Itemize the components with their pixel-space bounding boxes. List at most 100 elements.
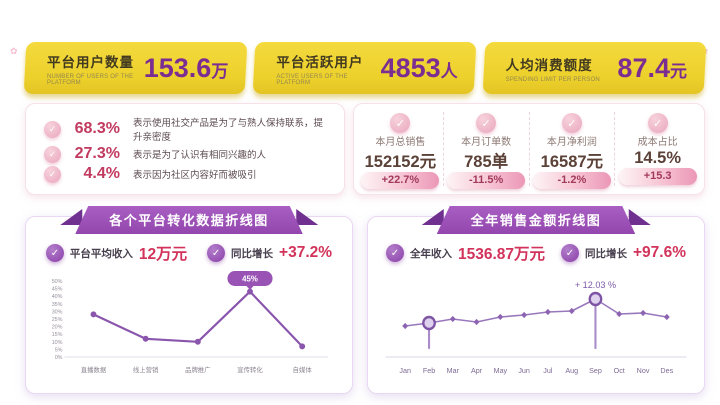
kpi-card-content: 人均消费额度 SPENDING LIMIT PER PERSON 87.4元 bbox=[484, 42, 705, 94]
svg-text:May: May bbox=[494, 366, 508, 375]
chart-stat-label: 全年收入 bbox=[409, 247, 452, 260]
kpi-title: 人均消费额度 bbox=[505, 57, 593, 73]
svg-text:Mar: Mar bbox=[447, 366, 460, 375]
kpi-card-active-users: 平台活跃用户 ACTIVE USERS OF THE PLATFORM 4853… bbox=[252, 42, 478, 94]
svg-text:品牌推广: 品牌推广 bbox=[185, 365, 211, 374]
change-badge: -11.5% bbox=[447, 172, 526, 189]
insight-percent: 68.3% bbox=[74, 120, 120, 137]
chart-stat-value: 12万元 bbox=[138, 246, 188, 263]
insight-percent: 27.3% bbox=[74, 145, 120, 162]
stat-label: 成本占比 bbox=[637, 137, 678, 149]
svg-text:宣传转化: 宣传转化 bbox=[237, 365, 263, 374]
insight-description: 表示是为了认识有相同兴趣的人 bbox=[133, 150, 267, 161]
check-circle-icon: ✓ bbox=[561, 113, 582, 133]
svg-text:Oct: Oct bbox=[614, 366, 625, 375]
kpi-titles: 人均消费额度 SPENDING LIMIT PER PERSON bbox=[506, 54, 600, 83]
kpi-unit: 元 bbox=[669, 61, 687, 81]
stat-value: 16587元 bbox=[540, 153, 604, 171]
ribbon-banner: 各个平台转化数据折线图 bbox=[60, 206, 318, 234]
kpi-card-spending-limit: 人均消费额度 SPENDING LIMIT PER PERSON 87.4元 bbox=[482, 42, 707, 94]
chart-stat-value: +97.6% bbox=[632, 244, 686, 261]
chart-stat-value: +37.2% bbox=[279, 244, 333, 261]
kpi-subtitle: SPENDING LIMIT PER PERSON bbox=[505, 76, 600, 83]
kpi-value: 87.4元 bbox=[617, 52, 687, 83]
chart-stat-growth: ✓ 同比增长 +97.6% bbox=[560, 244, 686, 262]
chart-title: 全年销售金额折线图 bbox=[437, 206, 636, 234]
svg-text:Jan: Jan bbox=[399, 366, 411, 375]
check-circle-icon: ✓ bbox=[385, 244, 404, 262]
svg-text:直播数据: 直播数据 bbox=[81, 365, 107, 374]
chart-stat-growth: ✓ 同比增长 +37.2% bbox=[207, 244, 332, 262]
ribbon-banner: 全年销售金额折线图 bbox=[421, 206, 650, 234]
chart-stat-label: 同比增长 bbox=[231, 247, 274, 260]
kpi-title: 平台用户数量 bbox=[47, 54, 134, 70]
svg-text:40%: 40% bbox=[52, 294, 63, 300]
svg-text:35%: 35% bbox=[52, 302, 63, 308]
charts-row: 各个平台转化数据折线图 ✓ 平台平均收入 12万元 ✓ 同比增长 +37.2% … bbox=[25, 216, 705, 394]
check-circle-icon: ✓ bbox=[560, 244, 579, 262]
decor-sparkle-left-icon: ✿ bbox=[10, 46, 18, 56]
dashboard-page: { "icons": { "check": "✓", "sparkle": "✿… bbox=[0, 42, 720, 405]
stat-column-net-profit: ✓ 本月净利润 16587元 -1.2% bbox=[530, 112, 616, 189]
svg-text:Feb: Feb bbox=[423, 366, 435, 375]
insight-description: 表示因为社区内容好而被吸引 bbox=[133, 170, 257, 181]
kpi-value: 4853人 bbox=[380, 52, 458, 83]
svg-text:Sep: Sep bbox=[589, 366, 602, 375]
change-badge: +22.7% bbox=[361, 172, 440, 189]
chart-stat-label: 平台平均收入 bbox=[69, 247, 133, 260]
kpi-title: 平台活跃用户 bbox=[276, 54, 364, 70]
check-circle-icon: ✓ bbox=[45, 244, 64, 262]
kpi-unit: 人 bbox=[440, 61, 458, 81]
stat-value: 152152元 bbox=[364, 153, 437, 171]
kpi-subtitle: ACTIVE USERS OF THE PLATFORM bbox=[276, 73, 348, 86]
kpi-card-content: 平台用户数量 NUMBER OF USERS OF THE PLATFORM 1… bbox=[25, 42, 246, 94]
svg-text:0%: 0% bbox=[55, 355, 63, 361]
insight-row: ✓ 4.4% 表示因为社区内容好而被吸引 bbox=[44, 165, 332, 183]
svg-text:30%: 30% bbox=[52, 309, 63, 315]
check-circle-icon: ✓ bbox=[44, 165, 61, 183]
svg-text:自媒体: 自媒体 bbox=[293, 365, 313, 374]
chart-stat-income: ✓ 平台平均收入 12万元 bbox=[45, 242, 188, 264]
kpi-unit: 万 bbox=[211, 61, 229, 81]
monthly-stats-panel: ✓ 本月总销售 152152元 +22.7% ✓ 本月订单数 785单 -11.… bbox=[353, 103, 705, 195]
svg-text:Apr: Apr bbox=[471, 366, 483, 375]
check-circle-icon: ✓ bbox=[647, 113, 668, 133]
middle-row: ✓ 68.3% 表示使用社交产品是为了与熟人保持联系，提升亲密度 ✓ 27.3%… bbox=[25, 103, 705, 195]
insight-row: ✓ 27.3% 表示是为了认识有相同兴趣的人 bbox=[44, 145, 332, 163]
chart-stats: ✓ 平台平均收入 12万元 ✓ 同比增长 +37.2% bbox=[36, 242, 342, 264]
svg-text:10%: 10% bbox=[52, 340, 63, 346]
svg-text:45%: 45% bbox=[52, 287, 63, 293]
kpi-row: 平台用户数量 NUMBER OF USERS OF THE PLATFORM 1… bbox=[23, 42, 707, 94]
kpi-card-platform-users: 平台用户数量 NUMBER OF USERS OF THE PLATFORM 1… bbox=[23, 42, 248, 94]
stat-label: 本月订单数 bbox=[461, 137, 512, 148]
svg-text:5%: 5% bbox=[55, 347, 63, 353]
platform-conversion-card: 各个平台转化数据折线图 ✓ 平台平均收入 12万元 ✓ 同比增长 +37.2% … bbox=[25, 216, 353, 394]
user-motivation-panel: ✓ 68.3% 表示使用社交产品是为了与熟人保持联系，提升亲密度 ✓ 27.3%… bbox=[25, 103, 345, 195]
kpi-titles: 平台用户数量 NUMBER OF USERS OF THE PLATFORM bbox=[47, 51, 144, 86]
annual-sales-line-chart: + 12.03 % Jan Feb Mar Apr May Jun Jul Aug Sep Oct N… bbox=[378, 269, 694, 385]
change-badge: -1.2% bbox=[532, 172, 611, 189]
svg-text:50%: 50% bbox=[52, 279, 63, 285]
svg-text:Jul: Jul bbox=[543, 366, 553, 375]
platform-conversion-line-chart: 0% 5% 10% 15% 20% 25% 30% 35% 40% 45% 50% 直播数据 线上营销品… bbox=[36, 269, 342, 385]
check-circle-icon: ✓ bbox=[44, 120, 61, 138]
insight-description: 表示使用社交产品是为了与熟人保持联系，提升亲密度 bbox=[133, 118, 324, 143]
svg-text:Aug: Aug bbox=[565, 366, 578, 375]
chart-stat-value: 1536.87万元 bbox=[457, 246, 546, 263]
svg-text:15%: 15% bbox=[52, 332, 63, 338]
chart-title: 各个平台转化数据折线图 bbox=[75, 206, 303, 234]
check-circle-icon: ✓ bbox=[44, 145, 61, 163]
stat-value: 14.5% bbox=[634, 148, 682, 167]
check-circle-icon: ✓ bbox=[390, 113, 411, 133]
stat-label: 本月净利润 bbox=[546, 137, 597, 148]
insight-percent: 4.4% bbox=[83, 165, 120, 182]
svg-text:Des: Des bbox=[660, 366, 673, 375]
kpi-value: 153.6万 bbox=[143, 52, 229, 83]
change-badge: +15.3 bbox=[618, 167, 697, 185]
stat-column-orders: ✓ 本月订单数 785单 -11.5% bbox=[444, 112, 530, 189]
svg-text:线上营销: 线上营销 bbox=[133, 365, 159, 374]
svg-text:Nov: Nov bbox=[637, 366, 650, 375]
annual-sales-card: 全年销售金额折线图 ✓ 全年收入 1536.87万元 ✓ 同比增长 +97.6%… bbox=[367, 216, 705, 394]
kpi-card-content: 平台活跃用户 ACTIVE USERS OF THE PLATFORM 4853… bbox=[254, 42, 475, 94]
insight-row: ✓ 68.3% 表示使用社交产品是为了与熟人保持联系，提升亲密度 bbox=[44, 115, 332, 143]
